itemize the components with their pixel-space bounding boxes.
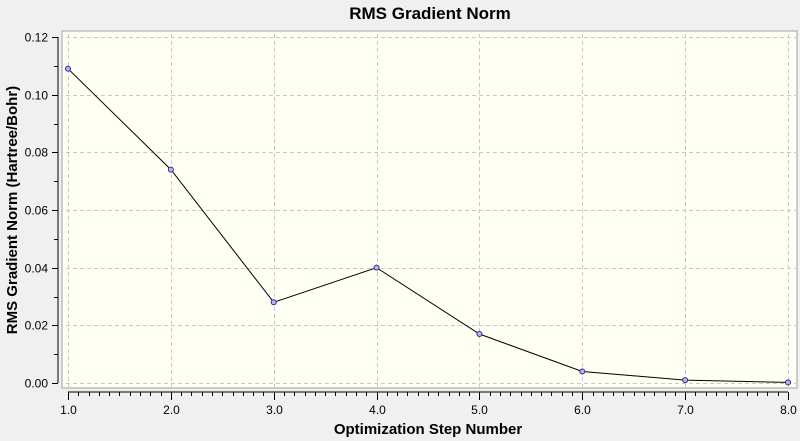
- y-tick-label: 0.08: [25, 146, 49, 160]
- chart-title: RMS Gradient Norm: [349, 4, 511, 23]
- y-tick-label: 0.02: [25, 319, 49, 333]
- x-tick-label: 8.0: [780, 403, 797, 417]
- data-point-marker: [270, 299, 277, 306]
- data-point-marker: [785, 379, 791, 386]
- y-tick-label: 0.04: [25, 262, 49, 276]
- x-axis: 1.0 2.0 3.0 4.0 5.0 6.0 7.0 8.0: [60, 391, 797, 417]
- y-axis-label: RMS Gradient Norm (Hartree/Bohr): [4, 86, 21, 334]
- data-point-marker: [167, 166, 174, 173]
- data-point-marker: [682, 377, 689, 384]
- y-axis: 0.00 0.02 0.04 0.06 0.08 0.10 0.12: [25, 31, 59, 391]
- x-tick-label: 4.0: [369, 403, 386, 417]
- data-series: [65, 65, 791, 386]
- x-tick-label: 7.0: [677, 403, 694, 417]
- data-point-marker: [476, 330, 483, 337]
- data-point-marker: [65, 65, 71, 72]
- y-tick-label: 0.10: [25, 89, 49, 103]
- x-tick-label: 6.0: [574, 403, 591, 417]
- x-tick-label: 5.0: [471, 403, 488, 417]
- grid-lines: [66, 34, 796, 387]
- x-tick-label: 3.0: [266, 403, 283, 417]
- x-axis-label: Optimization Step Number: [334, 421, 523, 438]
- plot-area: [61, 30, 798, 389]
- data-point-marker: [373, 264, 380, 271]
- y-tick-label: 0.00: [25, 377, 49, 391]
- x-tick-label: 1.0: [60, 403, 77, 417]
- data-point-marker: [579, 368, 586, 375]
- x-tick-label: 2.0: [163, 403, 180, 417]
- y-tick-label: 0.06: [25, 204, 49, 218]
- y-tick-label: 0.12: [25, 31, 49, 45]
